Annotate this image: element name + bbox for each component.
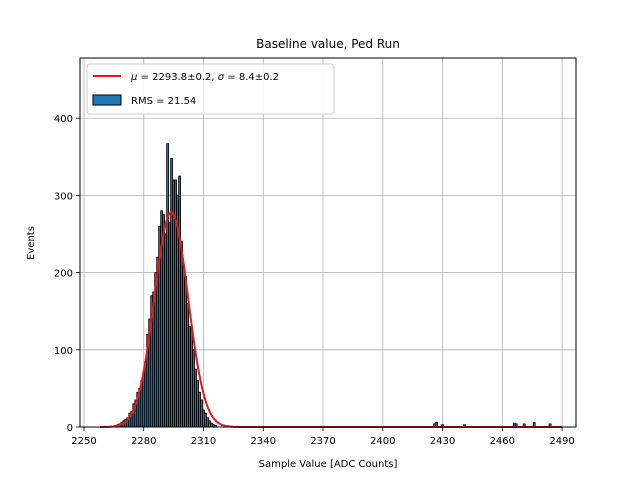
legend-histogram-swatch	[92, 94, 122, 106]
x-axis-label: Sample Value [ADC Counts]	[259, 459, 398, 470]
legend-rms-label: RMS = 21.54	[131, 96, 196, 107]
x-tick-label: 2460	[490, 436, 515, 447]
legend-mu-symbol: μ	[130, 72, 137, 83]
y-tick-label: 0	[67, 423, 73, 434]
x-tick-label: 2370	[310, 436, 335, 447]
x-tick-label: 2280	[131, 436, 156, 447]
plot-frame	[79, 57, 577, 428]
legend-box	[86, 63, 335, 115]
x-axis-ticks: 2250 2280 2310 2340 2370 2400 2430 2460 2490	[71, 427, 575, 447]
y-axis-label: Events	[26, 226, 37, 260]
x-tick-label: 2250	[71, 436, 96, 447]
x-tick-label: 2400	[370, 436, 395, 447]
y-axis-ticks: 0 100 200 300 400	[54, 114, 80, 434]
legend-mu-value: = 2293.8±0.2,	[137, 72, 217, 83]
x-tick-label: 2310	[191, 436, 216, 447]
legend-fit-label: μ = 2293.8±0.2, σ = 8.4±0.2	[130, 72, 279, 83]
chart-title: Baseline value, Ped Run	[256, 37, 400, 51]
x-tick-label: 2430	[430, 436, 455, 447]
y-tick-label: 200	[54, 269, 73, 280]
legend: μ = 2293.8±0.2, σ = 8.4±0.2 RMS = 21.54	[86, 63, 335, 115]
y-tick-label: 300	[54, 191, 73, 202]
x-tick-label: 2490	[549, 436, 574, 447]
y-tick-label: 400	[54, 114, 73, 125]
legend-sigma-symbol: σ	[218, 72, 225, 83]
x-tick-label: 2340	[251, 436, 276, 447]
legend-sigma-value: = 8.4±0.2	[224, 72, 279, 83]
y-tick-label: 100	[54, 346, 73, 357]
